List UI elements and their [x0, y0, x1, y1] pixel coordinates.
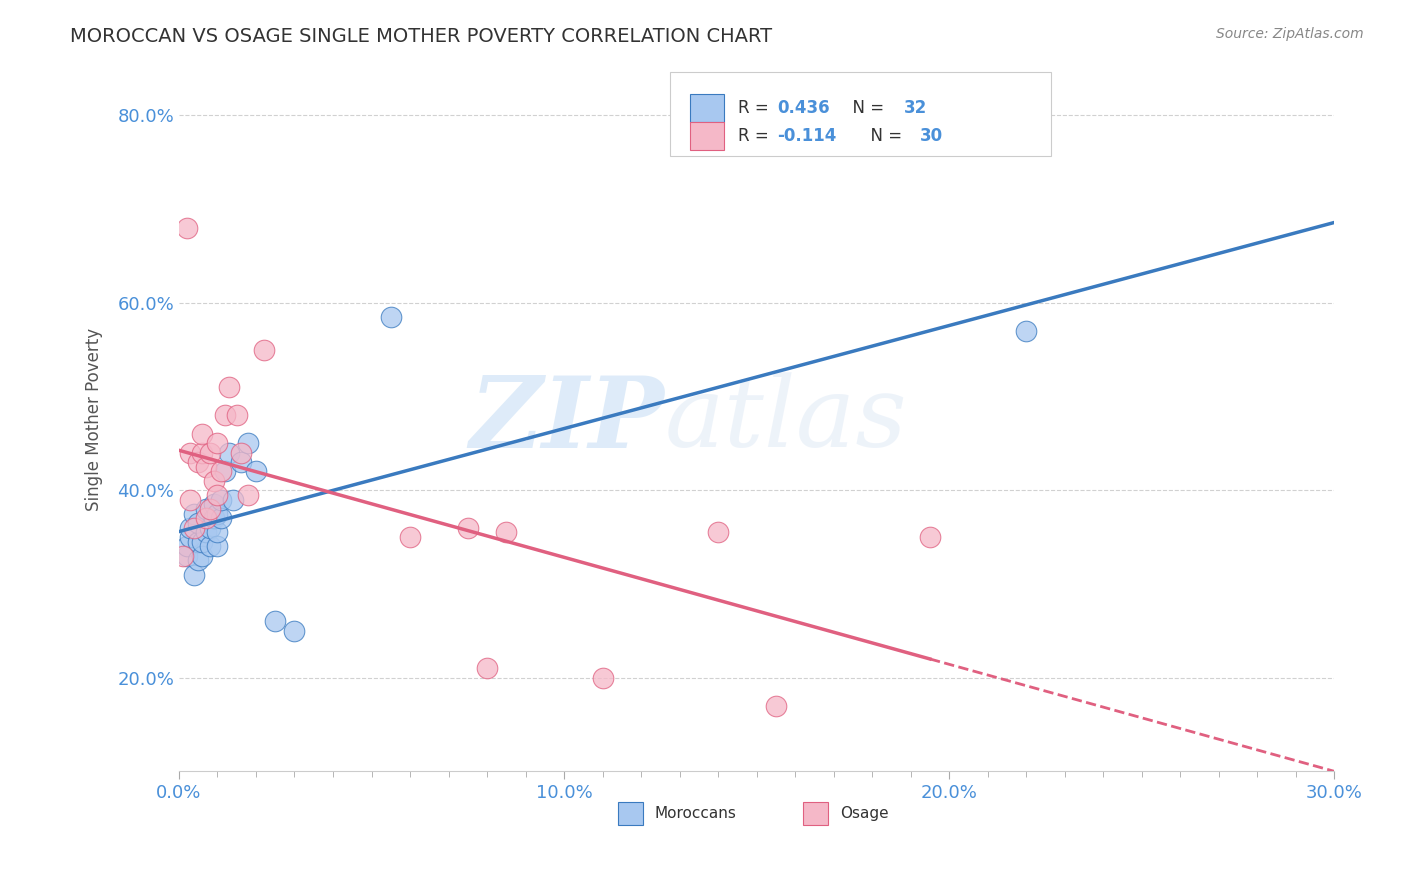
Point: [229, 455, 252, 469]
Point: [202, 511, 225, 525]
Point: [191, 534, 214, 549]
Text: Osage: Osage: [839, 806, 889, 821]
FancyBboxPatch shape: [690, 94, 724, 122]
Point: [264, 615, 287, 629]
Point: [229, 446, 252, 460]
Point: [202, 497, 225, 511]
Point: [198, 446, 221, 460]
Point: [176, 540, 198, 554]
Point: [183, 521, 205, 535]
Point: [218, 380, 240, 394]
Point: [207, 436, 229, 450]
Point: [176, 220, 198, 235]
Text: 0.436: 0.436: [778, 99, 830, 117]
Text: Source: ZipAtlas.com: Source: ZipAtlas.com: [1216, 27, 1364, 41]
Point: [187, 553, 209, 567]
Text: N =: N =: [859, 127, 907, 145]
Point: [253, 343, 276, 357]
Point: [194, 525, 217, 540]
Point: [202, 474, 225, 488]
Point: [283, 624, 305, 638]
Point: [179, 521, 201, 535]
Point: [191, 426, 214, 441]
Point: [194, 511, 217, 525]
Point: [209, 492, 232, 507]
Point: [214, 465, 236, 479]
Point: [207, 540, 229, 554]
Point: [707, 525, 730, 540]
Point: [209, 511, 232, 525]
Point: [245, 465, 267, 479]
Point: [380, 310, 402, 324]
Point: [214, 408, 236, 422]
Point: [918, 530, 941, 544]
Text: R =: R =: [738, 99, 775, 117]
Text: atlas: atlas: [664, 372, 907, 467]
Point: [207, 507, 229, 521]
Point: [238, 488, 260, 502]
Text: Moroccans: Moroccans: [655, 806, 737, 821]
Point: [179, 492, 201, 507]
Point: [592, 671, 614, 685]
Point: [1015, 324, 1038, 338]
Text: -0.114: -0.114: [778, 127, 837, 145]
Point: [183, 567, 205, 582]
Point: [238, 436, 260, 450]
Point: [187, 534, 209, 549]
Text: R =: R =: [738, 127, 775, 145]
Text: N =: N =: [842, 99, 890, 117]
Point: [198, 502, 221, 516]
Point: [209, 465, 232, 479]
Point: [475, 661, 498, 675]
Point: [176, 549, 198, 563]
Text: 30: 30: [920, 127, 943, 145]
FancyBboxPatch shape: [619, 802, 644, 825]
Point: [207, 488, 229, 502]
Point: [218, 446, 240, 460]
Point: [179, 530, 201, 544]
Point: [222, 492, 245, 507]
Point: [179, 446, 201, 460]
Y-axis label: Single Mother Poverty: Single Mother Poverty: [86, 328, 103, 511]
Point: [191, 446, 214, 460]
Point: [198, 540, 221, 554]
Point: [187, 455, 209, 469]
Point: [457, 521, 479, 535]
Point: [172, 549, 194, 563]
Point: [399, 530, 422, 544]
Point: [198, 521, 221, 535]
FancyBboxPatch shape: [690, 122, 724, 150]
Point: [187, 516, 209, 530]
Point: [765, 698, 787, 713]
FancyBboxPatch shape: [671, 72, 1052, 156]
Text: ZIP: ZIP: [470, 372, 664, 468]
Text: 32: 32: [904, 99, 927, 117]
FancyBboxPatch shape: [803, 802, 828, 825]
Point: [207, 525, 229, 540]
Point: [191, 549, 214, 563]
Point: [225, 408, 247, 422]
Text: MOROCCAN VS OSAGE SINGLE MOTHER POVERTY CORRELATION CHART: MOROCCAN VS OSAGE SINGLE MOTHER POVERTY …: [70, 27, 772, 45]
Point: [183, 507, 205, 521]
Point: [495, 525, 517, 540]
Point: [194, 502, 217, 516]
Point: [194, 459, 217, 474]
